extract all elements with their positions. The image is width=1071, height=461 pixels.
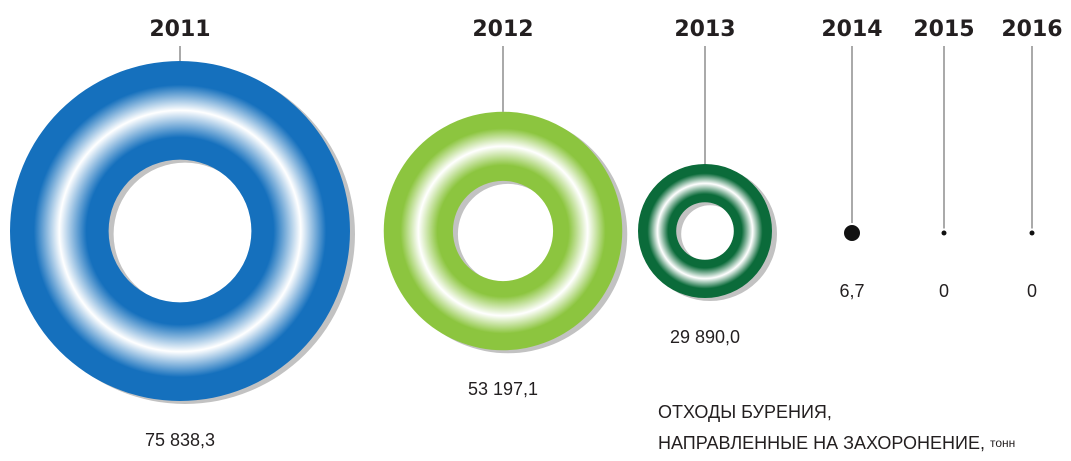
caption-line: ОТХОДЫ БУРЕНИЯ,	[658, 402, 832, 422]
ring	[383, 111, 623, 351]
year-label: 2012	[472, 17, 533, 42]
year-label: 2016	[1001, 17, 1062, 42]
value-label: 75 838,3	[145, 430, 215, 450]
ring	[10, 61, 350, 401]
value-label: 0	[939, 281, 949, 301]
dot	[844, 225, 860, 241]
ring	[637, 163, 773, 299]
caption-text: НАПРАВЛЕННЫЕ НА ЗАХОРОНЕНИЕ,	[658, 433, 985, 453]
year-label: 2014	[821, 17, 882, 42]
value-label: 53 197,1	[468, 379, 538, 399]
value-label: 29 890,0	[670, 327, 740, 347]
year-label: 2011	[149, 17, 210, 42]
dot	[1029, 230, 1035, 236]
unit: тонн	[990, 436, 1015, 450]
year-label: 2015	[913, 17, 974, 42]
value-label: 6,7	[839, 281, 864, 301]
value-label: 0	[1027, 281, 1037, 301]
caption-line: НАПРАВЛЕННЫЕ НА ЗАХОРОНЕНИЕ, тонн	[658, 433, 1015, 453]
dot	[941, 230, 947, 236]
year-label: 2013	[674, 17, 735, 42]
